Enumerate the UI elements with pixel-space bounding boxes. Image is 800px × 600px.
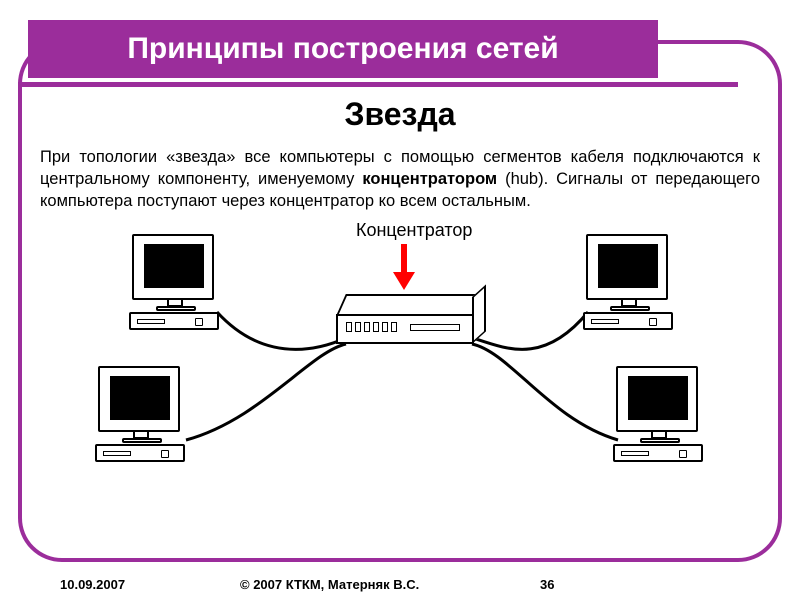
- computer-top-right: [586, 234, 668, 300]
- computer-top-left: [132, 234, 214, 300]
- para-bold: концентратором: [362, 170, 497, 188]
- footer: 10.09.2007 © 2007 КТКМ, Матерняк В.С. 36: [60, 577, 740, 592]
- computer-bottom-right: [616, 366, 698, 432]
- footer-page: 36: [540, 577, 600, 592]
- footer-date: 10.09.2007: [60, 577, 240, 592]
- title-bar: Принципы построения сетей: [28, 20, 658, 78]
- subtitle: Звезда: [40, 96, 760, 133]
- slide-title: Принципы построения сетей: [127, 32, 558, 66]
- title-underline: [18, 82, 738, 87]
- hub-device: [336, 294, 474, 364]
- star-topology-diagram: Концентратор: [40, 220, 760, 480]
- content: Звезда При топологии «звезда» все компью…: [40, 96, 760, 480]
- computer-bottom-left: [98, 366, 180, 432]
- body-paragraph: При топологии «звезда» все компьютеры с …: [40, 147, 760, 212]
- footer-copyright: © 2007 КТКМ, Матерняк В.С.: [240, 577, 540, 592]
